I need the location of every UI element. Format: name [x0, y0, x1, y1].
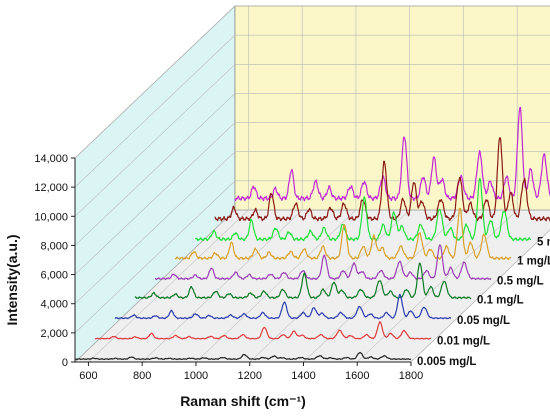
grid-line-floor	[357, 209, 518, 363]
grid-line-floor	[141, 209, 303, 363]
chart-walls	[74, 5, 550, 363]
y-tick-label: 8,000	[40, 240, 68, 252]
series-label: 0.005 mg/L	[417, 356, 476, 368]
grid-line-floor	[410, 229, 550, 363]
x-axis-title: Raman shift (cm⁻¹)	[180, 393, 306, 409]
grid-line-floor	[249, 209, 410, 363]
series-line	[214, 137, 550, 222]
series-line	[194, 178, 532, 242]
x-tick-label: 800	[133, 370, 151, 382]
series-label: 0.05 mg/L	[457, 315, 510, 327]
y-tick-label: 12,000	[34, 182, 68, 194]
series-line	[234, 106, 550, 202]
x-tick-label: 1000	[184, 370, 208, 382]
x-tick-label: 1200	[237, 370, 261, 382]
series-label: 0.01 mg/L	[437, 336, 490, 348]
grid-line-side	[74, 64, 236, 217]
series-line	[134, 262, 472, 300]
x-tick-label: 1400	[291, 370, 315, 382]
grid-line-side	[74, 209, 236, 363]
x-tick-label: 600	[79, 370, 97, 382]
grid-line-floor	[303, 209, 464, 363]
series-layer	[74, 106, 550, 361]
y-tick-label: 6,000	[40, 270, 68, 282]
y-tick-label: 10,000	[34, 211, 68, 223]
x-tick-label: 1600	[345, 370, 369, 382]
series-line	[174, 207, 512, 261]
series-label: 0.1 mg/L	[477, 295, 524, 307]
y-tick-label: 14,000	[34, 153, 68, 165]
series-line	[74, 351, 412, 361]
series-line	[154, 244, 492, 281]
x-tick-label: 1800	[399, 370, 423, 382]
series-label: 0.5 mg/L	[497, 276, 544, 288]
grid-lines	[74, 5, 550, 363]
y-tick-label: 0	[62, 357, 68, 369]
series-line	[94, 321, 432, 340]
y-tick-label: 4,000	[40, 299, 68, 311]
grid-line-side	[74, 180, 236, 334]
grid-line-side	[74, 122, 236, 275]
labels: 50 mg/L10 mg/L5 mg/L1 mg/L0.5 mg/L0.1 mg…	[4, 153, 550, 409]
y-tick-label: 2,000	[40, 328, 68, 340]
series-label: 5 mg/L	[537, 236, 550, 248]
series-label: 1 mg/L	[517, 255, 550, 267]
grid-line-side	[74, 34, 236, 188]
grid-line-side	[74, 5, 236, 159]
grid-line-side	[74, 93, 236, 246]
axes	[71, 157, 412, 366]
series-line	[114, 293, 452, 320]
y-axis-title: Intensity(a.u.)	[4, 234, 20, 325]
grid-line-side	[74, 151, 236, 304]
